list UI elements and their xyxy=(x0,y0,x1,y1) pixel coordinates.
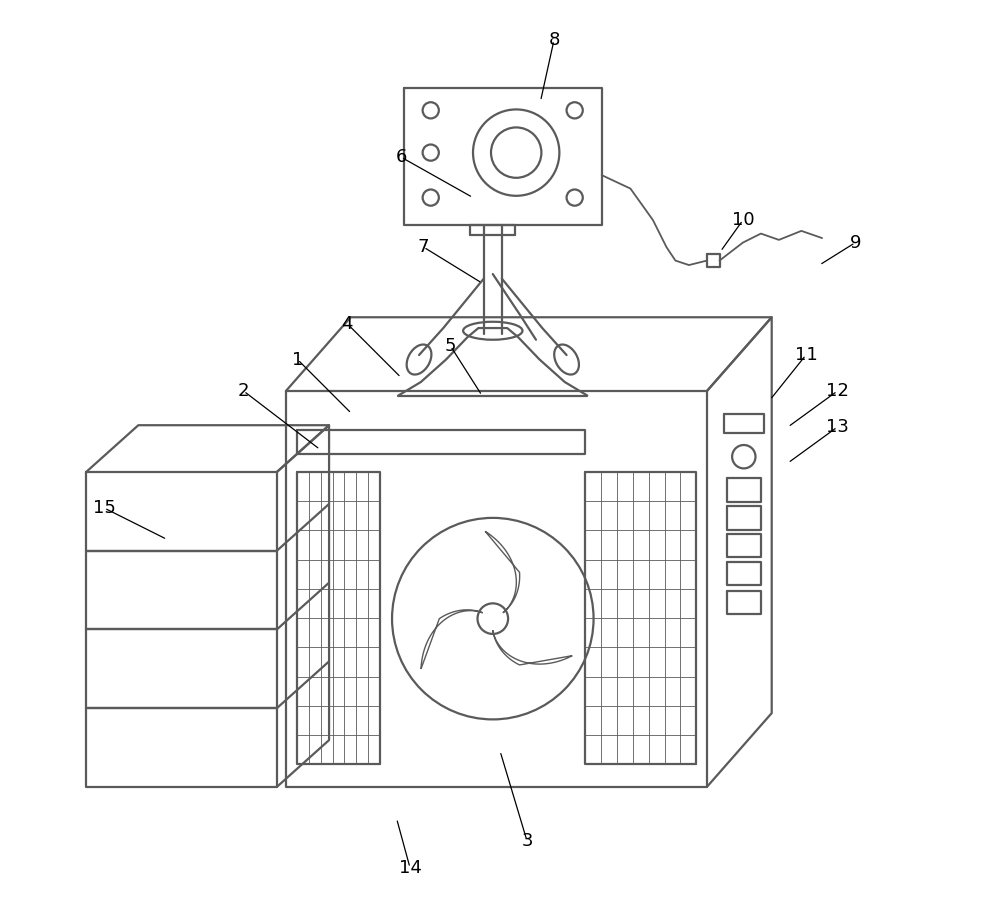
Text: 4: 4 xyxy=(341,314,353,332)
Text: 6: 6 xyxy=(395,148,407,166)
Text: 3: 3 xyxy=(521,832,533,850)
Text: 9: 9 xyxy=(850,233,861,252)
Text: 12: 12 xyxy=(826,382,849,400)
Text: 7: 7 xyxy=(418,238,429,256)
Text: 15: 15 xyxy=(93,499,116,517)
Text: 1: 1 xyxy=(292,350,303,369)
Text: 13: 13 xyxy=(826,418,849,436)
Text: 11: 11 xyxy=(795,346,817,364)
Text: 10: 10 xyxy=(732,211,754,229)
Text: 2: 2 xyxy=(238,382,249,400)
Text: 14: 14 xyxy=(399,859,421,877)
Text: 8: 8 xyxy=(548,31,560,49)
Text: 5: 5 xyxy=(445,337,456,355)
